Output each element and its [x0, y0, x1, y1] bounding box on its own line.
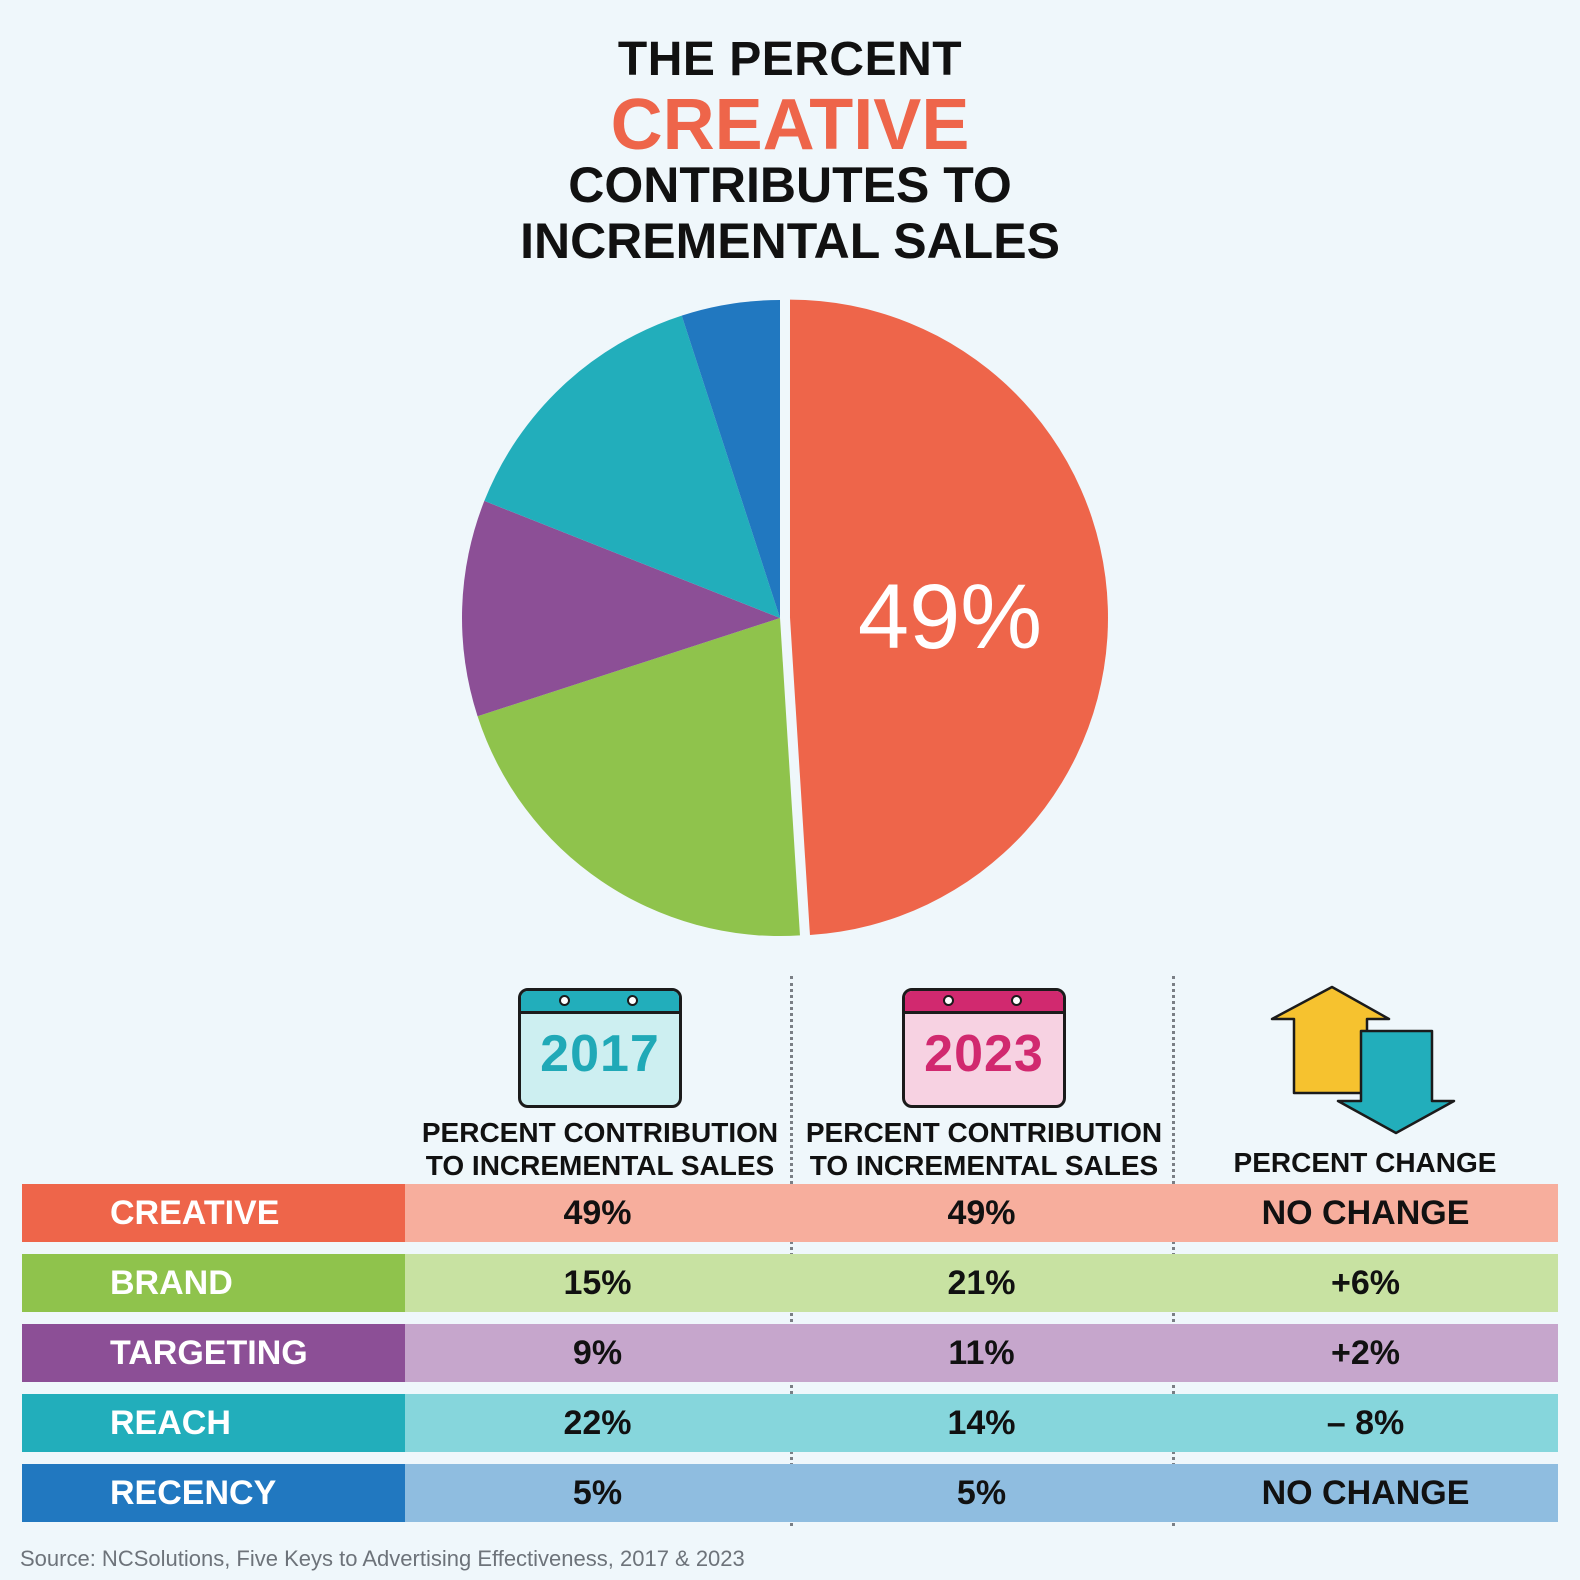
title-line-3: CONTRIBUTES TO: [568, 157, 1012, 213]
column-header-line: TO INCREMENTAL SALES: [809, 1150, 1159, 1181]
column-divider: [790, 976, 793, 1526]
value-2023: 11%: [948, 1334, 1015, 1372]
year-2017-label: 2017: [540, 1025, 660, 1083]
column-header-2023: PERCENT CONTRIBUTION TO INCREMENTAL SALE…: [804, 1116, 1164, 1182]
calendar-icon: 2023: [902, 988, 1066, 1108]
title-line-1: THE PERCENT: [617, 33, 963, 86]
source-note: Source: NCSolutions, Five Keys to Advert…: [20, 1546, 745, 1571]
value-2017: 9%: [572, 1334, 623, 1372]
row-label: REACH: [22, 1394, 405, 1452]
row-label: BRAND: [22, 1254, 405, 1312]
column-header-line: PERCENT CONTRIBUTION: [421, 1117, 779, 1148]
pie-slice-reach: [484, 315, 780, 618]
value-2023: 49%: [947, 1194, 1016, 1232]
column-header-line: TO INCREMENTAL SALES: [425, 1150, 775, 1181]
pie-slice-recency: [681, 300, 780, 618]
title-highlight: CREATIVE: [610, 85, 970, 165]
column-header-2017: PERCENT CONTRIBUTION TO INCREMENTAL SALE…: [420, 1116, 780, 1182]
column-divider: [1172, 976, 1175, 1526]
value-2017: 22%: [563, 1404, 632, 1442]
row-label: CREATIVE: [22, 1184, 405, 1242]
percent-change: +2%: [1331, 1334, 1400, 1372]
table-row: REACH 22% 14% – 8%: [22, 1394, 1558, 1452]
table-row: BRAND 15% 21% +6%: [22, 1254, 1558, 1312]
value-2023: 14%: [947, 1404, 1016, 1442]
value-2017: 5%: [572, 1474, 623, 1512]
up-down-arrows-icon: [1270, 985, 1456, 1135]
down-arrow-icon: [1336, 1029, 1456, 1135]
pie-chart: 49%: [462, 299, 1108, 936]
pie-slice-creative: [789, 299, 1108, 936]
table-row: CREATIVE 49% 49% NO CHANGE: [22, 1184, 1558, 1242]
table-row: RECENCY 5% 5% NO CHANGE: [22, 1464, 1558, 1522]
pie-slice-brand: [477, 618, 800, 936]
percent-change: +6%: [1331, 1264, 1400, 1302]
value-2023: 5%: [956, 1474, 1007, 1512]
year-2023-label: 2023: [924, 1025, 1044, 1083]
calendar-icon: 2017: [518, 988, 682, 1108]
value-2017: 49%: [563, 1194, 632, 1232]
pie-highlight-label: 49%: [858, 566, 1042, 668]
title-line-4: INCREMENTAL SALES: [520, 213, 1060, 269]
percent-change: NO CHANGE: [1261, 1194, 1470, 1232]
column-header-line: PERCENT CONTRIBUTION: [805, 1117, 1163, 1148]
percent-change: – 8%: [1326, 1404, 1405, 1442]
percent-change: NO CHANGE: [1261, 1474, 1470, 1512]
table-row: TARGETING 9% 11% +2%: [22, 1324, 1558, 1382]
value-2023: 21%: [947, 1264, 1016, 1302]
value-2017: 15%: [563, 1264, 632, 1302]
row-label: RECENCY: [22, 1464, 405, 1522]
pie-slice-targeting: [462, 500, 780, 717]
row-label: TARGETING: [22, 1324, 405, 1382]
column-header-change: PERCENT CHANGE: [1233, 1147, 1497, 1178]
